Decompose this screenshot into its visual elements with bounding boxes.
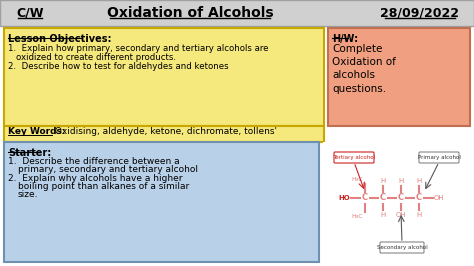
FancyBboxPatch shape: [0, 0, 474, 26]
Text: boiling point than alkanes of a similar: boiling point than alkanes of a similar: [18, 182, 189, 191]
Text: Key Words:: Key Words:: [8, 127, 65, 135]
Text: H: H: [380, 212, 386, 218]
Text: H₃C: H₃C: [351, 214, 363, 219]
FancyBboxPatch shape: [323, 142, 470, 262]
Text: H: H: [416, 212, 422, 218]
Text: oxidized to create different products.: oxidized to create different products.: [16, 53, 176, 62]
Text: 1.  Describe the difference between a: 1. Describe the difference between a: [8, 157, 180, 166]
FancyBboxPatch shape: [328, 28, 470, 126]
Text: Tertiary alcohol: Tertiary alcohol: [333, 156, 375, 160]
Text: OH: OH: [434, 195, 445, 201]
Text: H: H: [380, 178, 386, 184]
Text: C: C: [362, 193, 368, 202]
Text: Complete
Oxidation of
alcohols
questions.: Complete Oxidation of alcohols questions…: [332, 44, 396, 94]
Text: H₃C: H₃C: [351, 177, 363, 182]
Text: H: H: [416, 178, 422, 184]
Text: 2.  Describe how to test for aldehydes and ketones: 2. Describe how to test for aldehydes an…: [8, 62, 228, 71]
Text: Primary alcohol: Primary alcohol: [418, 156, 460, 160]
Text: Starter:: Starter:: [8, 148, 51, 158]
Text: HO: HO: [338, 195, 350, 201]
Text: Secondary alcohol: Secondary alcohol: [377, 246, 428, 251]
Text: Oxidising, aldehyde, ketone, dichromate, tollens': Oxidising, aldehyde, ketone, dichromate,…: [52, 127, 277, 135]
Text: C: C: [398, 193, 404, 202]
FancyBboxPatch shape: [419, 152, 459, 163]
Text: H: H: [398, 178, 404, 184]
FancyBboxPatch shape: [4, 142, 319, 262]
Text: C/W: C/W: [16, 6, 44, 19]
FancyBboxPatch shape: [4, 126, 324, 142]
Text: primary, secondary and tertiary alcohol: primary, secondary and tertiary alcohol: [18, 165, 198, 174]
Text: Lesson Objectives:: Lesson Objectives:: [8, 34, 111, 44]
FancyBboxPatch shape: [4, 28, 324, 126]
FancyBboxPatch shape: [334, 152, 374, 163]
Text: 2.  Explain why alcohols have a higher: 2. Explain why alcohols have a higher: [8, 174, 182, 183]
Text: size.: size.: [18, 190, 38, 199]
Text: 1.  Explain how primary, secondary and tertiary alcohols are: 1. Explain how primary, secondary and te…: [8, 44, 268, 53]
Text: 28/09/2022: 28/09/2022: [381, 6, 459, 19]
Text: C: C: [380, 193, 386, 202]
Text: C: C: [416, 193, 422, 202]
Text: Oxidation of Alcohols: Oxidation of Alcohols: [107, 6, 273, 20]
Text: H/W:: H/W:: [332, 34, 358, 44]
Text: OH: OH: [396, 212, 406, 218]
FancyBboxPatch shape: [380, 242, 424, 253]
